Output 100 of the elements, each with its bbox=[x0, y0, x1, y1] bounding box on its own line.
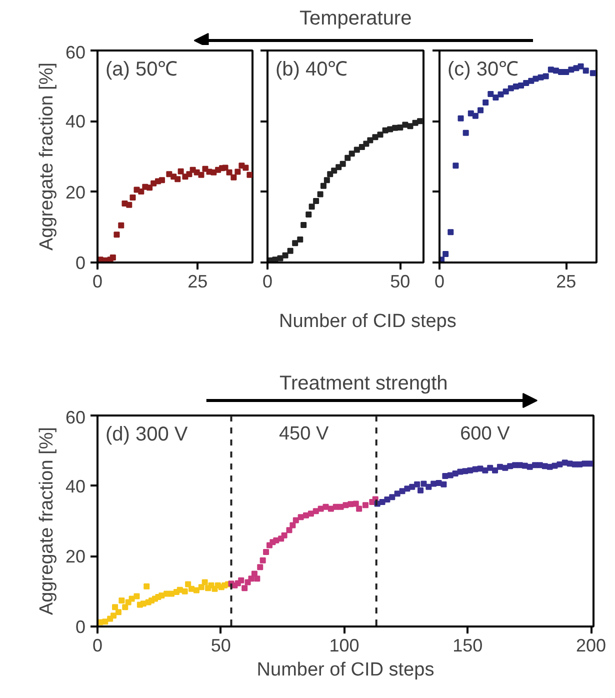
point bbox=[508, 85, 514, 92]
point bbox=[389, 494, 396, 500]
y-tick-label: 40 bbox=[65, 112, 86, 132]
x-tick-label: 25 bbox=[188, 272, 208, 292]
point bbox=[254, 576, 260, 582]
point bbox=[542, 73, 549, 80]
point bbox=[556, 461, 563, 468]
point bbox=[110, 254, 116, 261]
point bbox=[298, 514, 304, 520]
chart-title: (a) 50℃ bbox=[106, 58, 178, 80]
point bbox=[417, 118, 424, 124]
point bbox=[260, 557, 266, 564]
x-tick-label: 0 bbox=[92, 636, 103, 656]
x-tick-label: 150 bbox=[452, 636, 483, 656]
point bbox=[363, 140, 370, 147]
point bbox=[290, 522, 296, 528]
point bbox=[182, 588, 188, 594]
y-tick-label: 20 bbox=[65, 182, 86, 202]
x-tick-label: 0 bbox=[434, 272, 445, 292]
point bbox=[238, 577, 244, 584]
point bbox=[377, 132, 384, 138]
point bbox=[222, 164, 228, 171]
point bbox=[367, 137, 374, 144]
point bbox=[409, 484, 416, 490]
point bbox=[523, 80, 530, 86]
point bbox=[308, 204, 315, 210]
y-tick-label: 60 bbox=[65, 42, 86, 62]
point bbox=[287, 248, 294, 254]
point bbox=[472, 112, 478, 119]
point bbox=[277, 255, 284, 262]
point bbox=[138, 188, 144, 194]
x-tick-label: 200 bbox=[576, 636, 606, 656]
point bbox=[362, 502, 368, 508]
point bbox=[317, 191, 324, 198]
point bbox=[458, 115, 464, 122]
point bbox=[303, 512, 310, 518]
point bbox=[246, 172, 252, 178]
point bbox=[263, 548, 270, 555]
x-axis-title: Number of CID steps bbox=[278, 311, 456, 332]
text: Temperature bbox=[299, 8, 412, 30]
y-tick-label: 60 bbox=[65, 408, 86, 428]
point bbox=[590, 70, 596, 76]
point bbox=[257, 564, 264, 570]
point bbox=[102, 618, 108, 625]
point bbox=[430, 480, 437, 487]
point bbox=[168, 590, 175, 597]
point bbox=[202, 579, 208, 586]
point bbox=[198, 584, 204, 590]
point bbox=[502, 464, 508, 471]
point bbox=[130, 194, 136, 200]
point bbox=[477, 466, 484, 472]
point bbox=[340, 160, 346, 167]
text: Treatment strength bbox=[280, 372, 448, 394]
point bbox=[198, 172, 204, 178]
point bbox=[248, 576, 254, 582]
point bbox=[115, 609, 122, 616]
point bbox=[452, 162, 459, 169]
point bbox=[354, 146, 360, 153]
chart-title: (d) 300 V bbox=[106, 424, 188, 446]
x-tick-label: 0 bbox=[262, 272, 273, 292]
point bbox=[532, 76, 539, 82]
point bbox=[185, 581, 192, 588]
point bbox=[118, 597, 125, 604]
point bbox=[286, 527, 292, 534]
point bbox=[297, 236, 304, 243]
point bbox=[308, 510, 314, 517]
point bbox=[582, 68, 589, 74]
point bbox=[324, 177, 330, 184]
y-tick-label: 0 bbox=[75, 253, 86, 273]
point bbox=[498, 91, 504, 98]
point bbox=[292, 240, 298, 246]
point bbox=[442, 472, 448, 479]
point bbox=[418, 487, 424, 494]
point bbox=[462, 130, 469, 136]
point bbox=[407, 123, 414, 130]
annotation: 600 V bbox=[460, 424, 510, 444]
point bbox=[282, 252, 288, 258]
point bbox=[242, 164, 249, 171]
x-tick-label: 25 bbox=[556, 272, 576, 292]
point bbox=[306, 211, 312, 218]
x-tick-label: 50 bbox=[210, 636, 231, 656]
point bbox=[344, 154, 351, 161]
point bbox=[372, 134, 378, 140]
point bbox=[292, 517, 299, 524]
point bbox=[134, 593, 140, 600]
point bbox=[242, 585, 248, 592]
point bbox=[110, 612, 117, 619]
point bbox=[492, 94, 499, 100]
point bbox=[300, 222, 307, 228]
point bbox=[146, 184, 153, 191]
point bbox=[488, 90, 494, 97]
point bbox=[313, 198, 320, 204]
point bbox=[448, 229, 454, 236]
y-axis-title: Aggregate fraction [%] bbox=[36, 427, 58, 615]
point bbox=[482, 99, 489, 106]
point bbox=[273, 537, 280, 544]
x-tick-label: 0 bbox=[92, 272, 103, 292]
point bbox=[352, 500, 359, 507]
y-tick-label: 40 bbox=[65, 476, 86, 496]
point bbox=[447, 472, 454, 478]
